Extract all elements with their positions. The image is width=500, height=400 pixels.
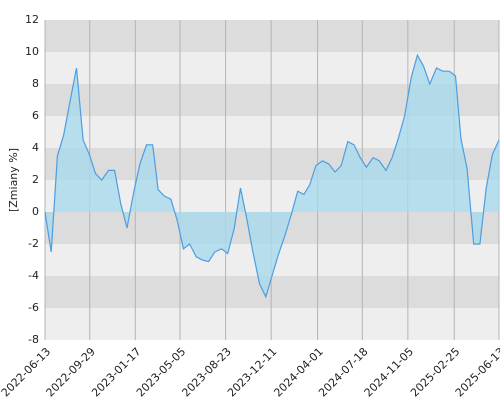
y-axis-label: [Zmiany %] xyxy=(7,148,20,212)
y-tick-label: 8 xyxy=(32,77,39,90)
y-tick-label: 2 xyxy=(32,173,39,186)
y-tick-label: 6 xyxy=(32,109,39,122)
y-tick-label: -6 xyxy=(28,301,39,314)
y-tick-label: 0 xyxy=(32,205,39,218)
y-tick-label: 10 xyxy=(25,45,39,58)
y-tick-label: 12 xyxy=(25,13,39,26)
y-tick-label: -4 xyxy=(28,269,39,282)
band xyxy=(45,52,499,84)
y-tick-label: -2 xyxy=(28,237,39,250)
area xyxy=(45,55,499,297)
band xyxy=(45,276,499,308)
band xyxy=(45,20,499,52)
line xyxy=(44,53,500,299)
y-tick-label: 4 xyxy=(32,141,39,154)
y-tick-label: -8 xyxy=(28,333,39,346)
band xyxy=(45,308,499,340)
